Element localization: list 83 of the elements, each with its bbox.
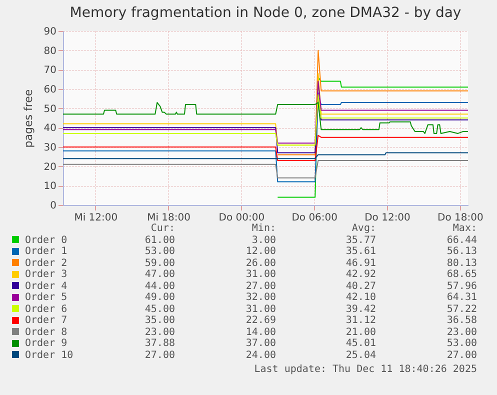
- text: 35.77: [344, 234, 376, 246]
- y-tick-label: 80: [44, 46, 56, 57]
- legend-label: Order 4: [24, 280, 68, 292]
- x-tick-label: Do 18:00: [437, 212, 484, 224]
- x-tick-label: Mi 18:00: [147, 212, 191, 224]
- legend-label: Order 5: [24, 292, 68, 304]
- text: 26.00: [244, 258, 276, 269]
- text: 45.00: [144, 304, 175, 315]
- line-series: [62, 94, 468, 146]
- text: 40.27: [344, 280, 376, 292]
- legend-label: Order 6: [24, 304, 68, 315]
- text: 27.00: [144, 350, 175, 361]
- text: 35.61: [344, 246, 376, 258]
- line-series: [62, 96, 468, 182]
- legend-label: Order 0: [24, 234, 68, 246]
- text: 56.13: [446, 246, 477, 258]
- text: 45.01: [344, 338, 376, 350]
- y-tick-label: 10: [44, 181, 56, 192]
- text: 22.69: [244, 315, 276, 326]
- y-tick-label: 60: [44, 84, 56, 96]
- text: 44.00: [144, 280, 175, 292]
- text: 68.65: [446, 269, 477, 280]
- text: 27.00: [446, 350, 477, 361]
- text: 53.00: [446, 338, 477, 350]
- legend-label: Order 2: [24, 258, 68, 269]
- text: 57.22: [446, 304, 477, 315]
- text: 64.31: [446, 292, 477, 304]
- legend-label: Order 1: [24, 246, 68, 258]
- text: 3.00: [250, 234, 276, 246]
- text: 31.00: [244, 304, 276, 315]
- text: 31.00: [244, 269, 276, 280]
- legend-label: Order 3: [24, 269, 68, 280]
- text: 31.12: [344, 315, 376, 326]
- text: 46.91: [344, 258, 376, 269]
- y-tick-label: 90: [44, 26, 56, 38]
- text: 12.00: [244, 246, 276, 258]
- x-tick-label: Do 00:00: [218, 212, 265, 224]
- line-series: [62, 134, 468, 162]
- text: Avg:: [350, 223, 376, 234]
- text: 27.00: [244, 280, 276, 292]
- text: 80.13: [446, 258, 477, 269]
- text: 25.04: [344, 350, 376, 361]
- text: 24.00: [244, 350, 276, 361]
- line-series: [62, 102, 468, 134]
- text: 36.58: [446, 315, 477, 326]
- text: 39.42: [344, 304, 376, 315]
- x-tick-label: Do 06:00: [292, 212, 338, 224]
- text: Max:: [452, 223, 477, 234]
- y-tick-label: 20: [44, 162, 56, 173]
- text: 14.00: [244, 326, 276, 338]
- chart-title: Memory fragmentation in Node 0, zone DMA32 - by day: [70, 5, 462, 21]
- text: 61.00: [144, 234, 175, 246]
- text: Cur:: [150, 223, 175, 234]
- x-tick-label: Mi 12:00: [74, 212, 118, 224]
- text: 32.00: [244, 292, 276, 304]
- text: 57.96: [446, 280, 477, 292]
- legend-label: Order 9: [24, 338, 68, 350]
- text: Last update: Thu Dec 11 18:40:26 2025: [254, 364, 477, 375]
- line-series: [62, 92, 468, 154]
- legend-label: Order 7: [24, 315, 68, 326]
- text: 37.88: [144, 338, 175, 350]
- legend-label: Order 8: [24, 326, 68, 338]
- text: 49.00: [144, 292, 175, 304]
- text: 59.00: [144, 258, 175, 269]
- legend-label: Order 10: [24, 350, 74, 361]
- y-tick-label: 70: [44, 65, 56, 76]
- text: 42.10: [344, 292, 376, 304]
- text: Min:: [250, 223, 276, 234]
- text: 21.00: [344, 326, 376, 338]
- y-tick-label: 40: [44, 123, 56, 134]
- text: 47.00: [144, 269, 175, 280]
- y-tick-label: 30: [44, 142, 56, 154]
- text: 42.92: [344, 269, 376, 280]
- y-tick-label: 0: [50, 200, 56, 212]
- x-tick-label: Do 12:00: [364, 212, 410, 224]
- text: 53.00: [144, 246, 175, 258]
- text: 23.00: [144, 326, 175, 338]
- y-tick-label: 50: [44, 104, 56, 115]
- y-axis-title: pages free: [22, 89, 35, 148]
- text: 66.44: [446, 234, 477, 246]
- text: 35.00: [144, 315, 175, 326]
- text: 37.00: [244, 338, 276, 350]
- text: 23.00: [446, 326, 477, 338]
